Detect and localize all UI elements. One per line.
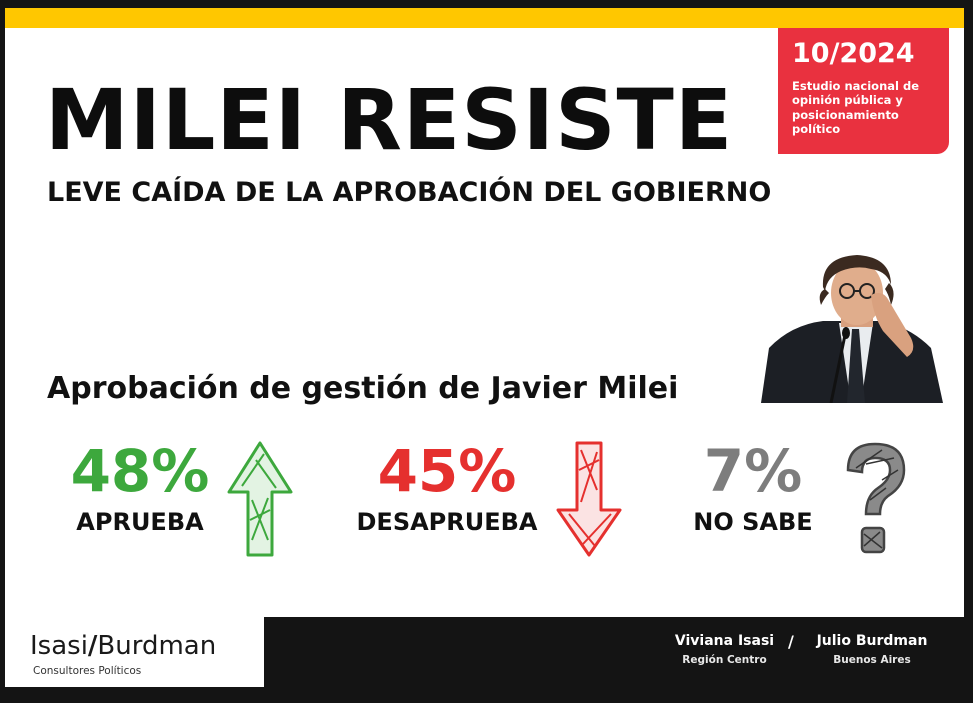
logo-subtitle: Consultores Políticos: [33, 665, 142, 677]
badge-description: Estudio nacional de opinión pública y po…: [792, 79, 919, 137]
stat-disapprove-value: 45%: [377, 437, 517, 505]
credit-name: Julio Burdman: [816, 633, 928, 649]
stat-unknown-value: 7%: [703, 437, 803, 505]
top-accent-bar: [5, 8, 964, 28]
credit-separator: /: [788, 632, 794, 651]
headline-subtitle: LEVE CAÍDA DE LA APROBACIÓN DEL GOBIERNO: [47, 177, 772, 208]
stat-approve-label: APRUEBA: [76, 508, 204, 536]
arrow-up-icon: [227, 441, 293, 557]
stat-unknown-label: NO SABE: [693, 508, 813, 536]
logo-slash: /: [87, 631, 98, 661]
arrow-down-icon: [556, 441, 622, 557]
logo-right: Burdman: [97, 631, 217, 661]
stat-disapprove: 45% DESAPRUEBA: [342, 442, 552, 534]
logo-wordmark: Isasi/Burdman: [30, 633, 264, 659]
credit-region: Región Centro: [682, 654, 767, 666]
consultancy-logo: Isasi/Burdman Consultores Políticos: [5, 617, 264, 687]
section-title: Aprobación de gestión de Javier Milei: [47, 371, 679, 406]
stat-unknown: 7% NO SABE: [678, 442, 828, 534]
stat-approve-value: 48%: [70, 437, 210, 505]
credit-name: Viviana Isasi: [674, 633, 775, 649]
portrait-photo: [761, 253, 943, 403]
headline-title: MILEI RESISTE: [45, 71, 734, 169]
stat-approve: 48% APRUEBA: [55, 442, 225, 534]
credit-region: Buenos Aires: [833, 654, 911, 666]
stat-disapprove-label: DESAPRUEBA: [356, 508, 538, 536]
badge-date: 10/2024: [792, 38, 915, 69]
credit-julio: Julio Burdman Buenos Aires: [808, 634, 936, 666]
credit-viviana: Viviana Isasi Región Centro: [672, 634, 777, 666]
date-badge: 10/2024 Estudio nacional de opinión públ…: [778, 28, 949, 154]
infographic-card: MILEI RESISTE LEVE CAÍDA DE LA APROBACIÓ…: [5, 8, 964, 617]
logo-left: Isasi: [30, 631, 88, 661]
question-mark-icon: [846, 442, 906, 554]
